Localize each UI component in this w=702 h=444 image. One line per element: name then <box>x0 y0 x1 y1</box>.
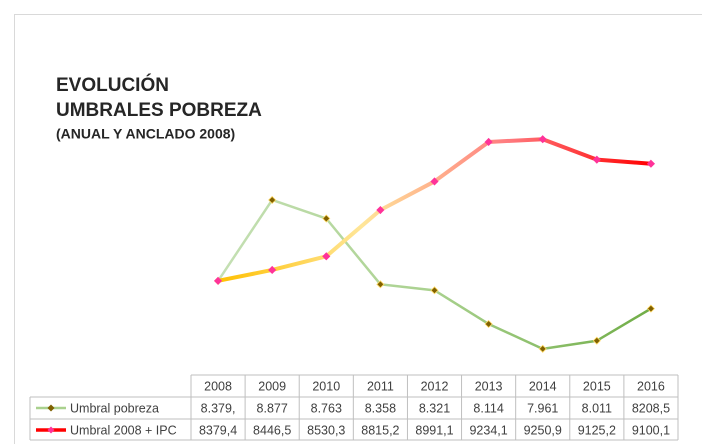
data-label: 8379,4 <box>199 423 237 437</box>
marker <box>484 319 493 329</box>
marker <box>213 276 223 285</box>
x-tick-label: 2012 <box>421 379 449 393</box>
data-label: 9250,9 <box>524 423 562 437</box>
legend-marker <box>47 426 55 434</box>
x-tick-label: 2015 <box>583 379 611 393</box>
data-label: 8.763 <box>311 401 342 415</box>
data-label: 8.011 <box>582 401 612 415</box>
legend-marker <box>47 404 55 412</box>
marker <box>484 137 493 147</box>
data-label: 8991,1 <box>415 423 453 437</box>
marker <box>322 252 331 261</box>
marker <box>376 280 385 289</box>
marker <box>646 304 656 313</box>
data-label: 8530,3 <box>307 423 345 437</box>
x-tick-label: 2009 <box>258 379 286 393</box>
marker <box>268 265 277 275</box>
marker <box>538 135 547 144</box>
data-label: 9234,1 <box>469 423 507 437</box>
legend-label: Umbral 2008 + IPC <box>70 423 177 437</box>
data-label: 9125,2 <box>578 423 616 437</box>
data-label: 8.321 <box>419 401 450 415</box>
data-label: 8446,5 <box>253 423 291 437</box>
data-label: 8208,5 <box>632 401 670 415</box>
series-line <box>217 198 652 351</box>
marker <box>376 205 385 215</box>
data-label: 8.877 <box>257 401 288 415</box>
marker <box>430 286 439 295</box>
marker <box>538 344 547 353</box>
data-label: 8815,2 <box>361 423 399 437</box>
marker <box>592 336 601 345</box>
series-line <box>217 137 652 283</box>
data-label: 7.961 <box>527 401 558 415</box>
marker <box>592 155 601 164</box>
legend-label: Umbral pobreza <box>70 401 159 415</box>
data-label: 8.379, <box>201 401 236 415</box>
chart-subtitle: (ANUAL Y ANCLADO 2008) <box>56 126 235 142</box>
marker <box>268 195 277 205</box>
chart-title: UMBRALES POBREZA <box>56 100 262 121</box>
chart-frame <box>14 14 702 444</box>
marker <box>646 159 656 168</box>
data-label: 8.114 <box>473 401 503 415</box>
chart-title: EVOLUCIÓN <box>56 74 169 96</box>
x-tick-label: 2013 <box>475 379 503 393</box>
x-tick-label: 2014 <box>529 379 557 393</box>
x-tick-label: 2016 <box>637 379 665 393</box>
data-label: 9100,1 <box>632 423 670 437</box>
x-tick-label: 2011 <box>367 379 394 393</box>
marker <box>322 214 331 223</box>
data-label: 8.358 <box>365 401 396 415</box>
x-tick-label: 2008 <box>204 379 232 393</box>
x-tick-label: 2010 <box>312 379 340 393</box>
marker <box>430 177 439 186</box>
